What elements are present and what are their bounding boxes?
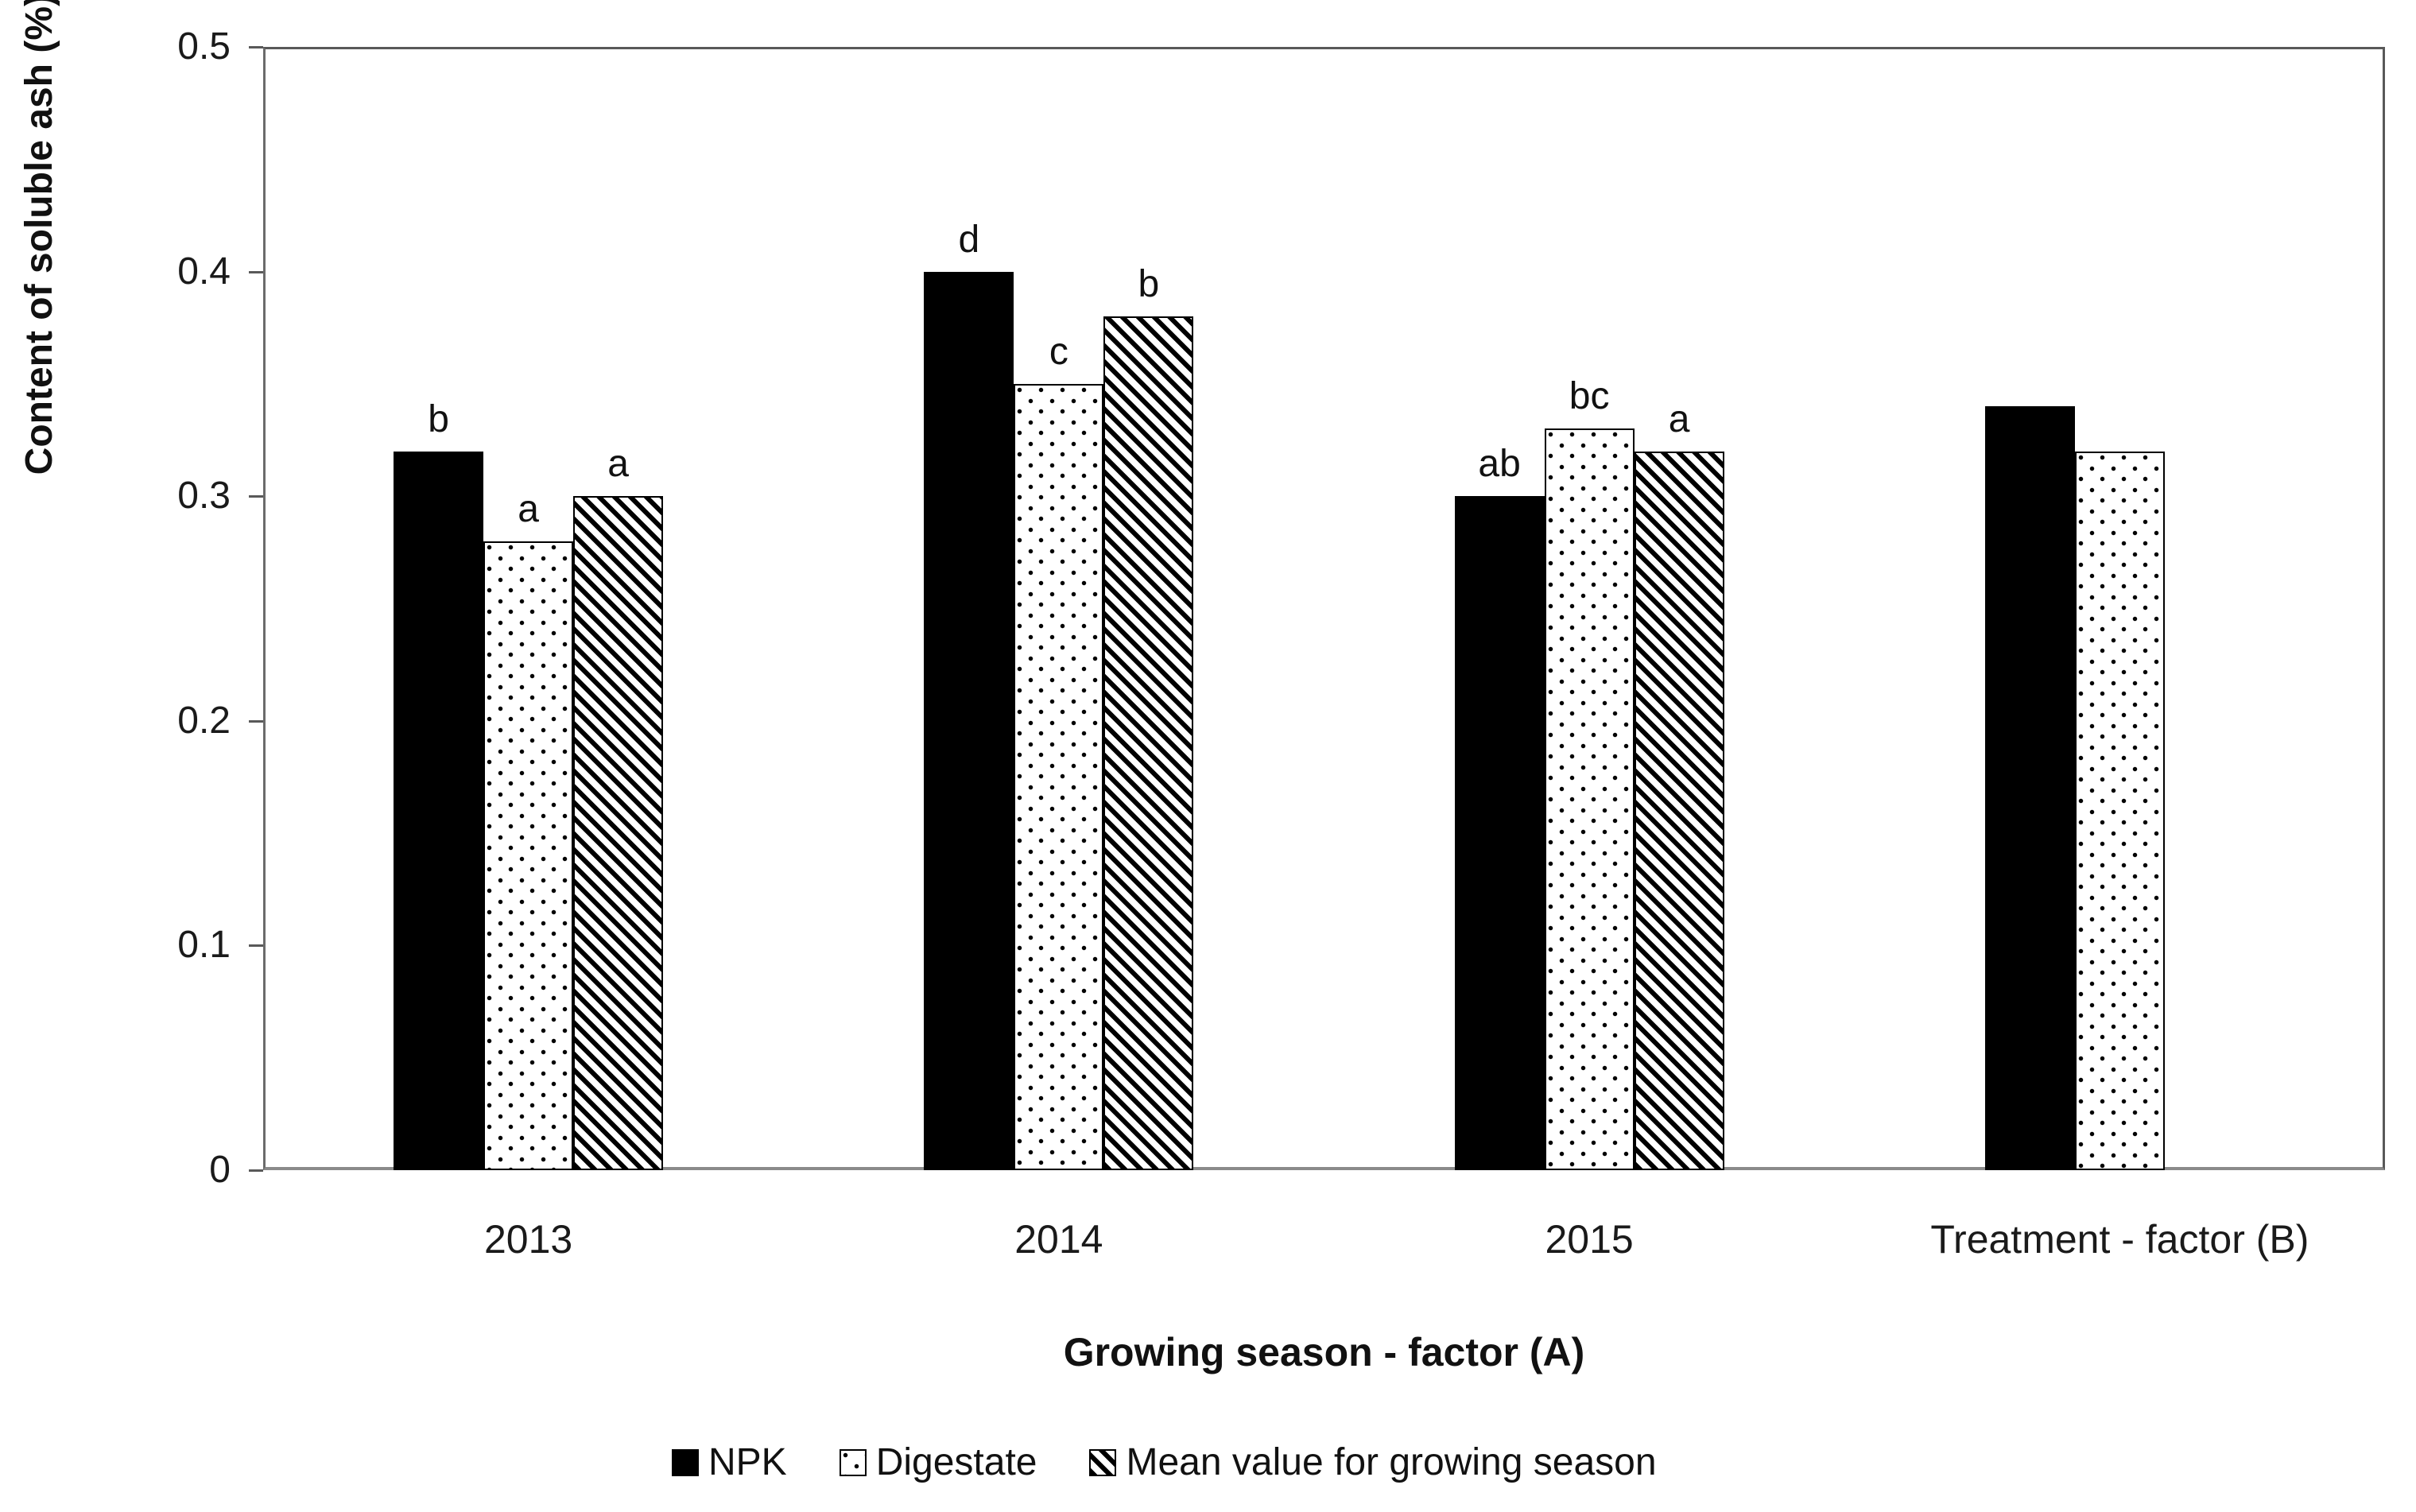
y-axis-title-text: Content of soluble ash (%) <box>18 0 60 475</box>
significance-letter: c <box>1049 330 1068 373</box>
bar-mean-value-for-growing-season-2014 <box>1103 316 1194 1170</box>
bar-npk-treatment-factor-b- <box>1984 406 2075 1170</box>
bar-mean-value-for-growing-season-2013 <box>573 496 664 1170</box>
x-category-label: 2014 <box>1014 1217 1103 1262</box>
legend-item-digestate: Digestate <box>839 1440 1037 1485</box>
y-tick-mark <box>249 46 263 48</box>
bar-npk-2014 <box>924 271 1014 1170</box>
y-tick-label: 0.3 <box>177 475 231 518</box>
significance-letter: a <box>607 443 629 486</box>
y-tick-mark <box>249 495 263 498</box>
bar-digestate-2015 <box>1544 428 1635 1170</box>
x-category-label: 2015 <box>1545 1217 1634 1262</box>
significance-letter: a <box>518 487 539 530</box>
y-tick-label: 0.1 <box>177 924 231 967</box>
y-tick-mark <box>249 270 263 273</box>
legend: NPK Digestate Mean value for growing seaso… <box>672 1440 1657 1485</box>
legend-swatch-solid-black-icon <box>672 1449 699 1476</box>
significance-letter: b <box>428 397 449 440</box>
y-tick-label: 0.5 <box>177 25 231 68</box>
x-category-label: Treatment - factor (B) <box>1930 1217 2309 1262</box>
legend-item-mean-value-for-growing-season: Mean value for growing season <box>1089 1440 1657 1485</box>
bar-npk-2013 <box>394 451 484 1170</box>
significance-letter: d <box>958 218 980 261</box>
x-category-label: 2013 <box>484 1217 573 1262</box>
y-tick-mark <box>249 1169 263 1172</box>
legend-label: Mean value for growing season <box>1126 1441 1657 1483</box>
y-tick-mark <box>249 944 263 948</box>
y-tick-mark <box>249 719 263 723</box>
x-axis-title: Growing season - factor (A) <box>1063 1330 1585 1374</box>
legend-swatch-dots-icon <box>839 1449 867 1476</box>
legend-swatch-diagonal-stripes-icon <box>1089 1449 1117 1476</box>
significance-letter: a <box>1668 397 1690 440</box>
bar-digestate-2014 <box>1014 383 1104 1170</box>
significance-letter: ab <box>1478 443 1521 486</box>
bar-mean-value-for-growing-season-2015 <box>1634 451 1724 1170</box>
legend-item-npk: NPK <box>672 1440 787 1485</box>
significance-letter: bc <box>1569 375 1610 418</box>
y-tick-label: 0 <box>209 1149 231 1191</box>
significance-letter: b <box>1138 263 1160 306</box>
y-tick-label: 0.2 <box>177 699 231 742</box>
bar-npk-2015 <box>1454 496 1545 1170</box>
bar-digestate-treatment-factor-b- <box>2074 451 2165 1170</box>
y-tick-label: 0.4 <box>177 250 231 293</box>
legend-label: NPK <box>708 1441 787 1483</box>
bar-digestate-2013 <box>483 541 574 1170</box>
legend-label: Digestate <box>875 1441 1037 1483</box>
